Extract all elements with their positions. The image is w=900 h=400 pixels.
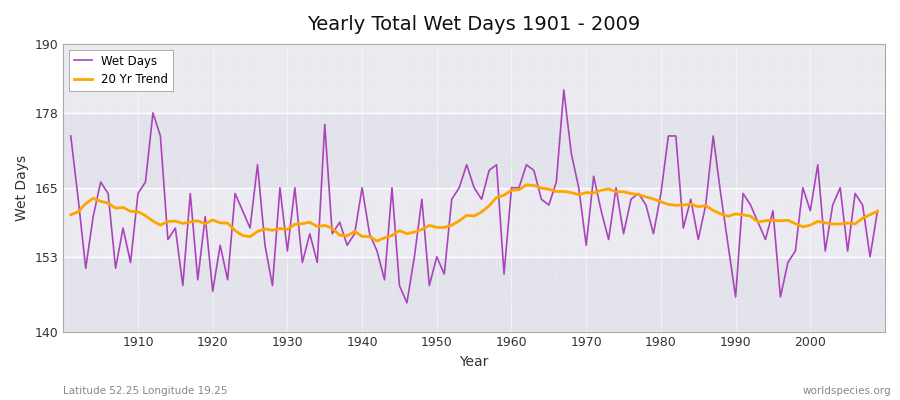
- 20 Yr Trend: [611, 189, 622, 194]
- Y-axis label: Wet Days: Wet Days: [15, 155, 29, 221]
- Line: Wet Days: Wet Days: [71, 90, 878, 303]
- Wet Days: [125, 260, 136, 265]
- Text: Latitude 52.25 Longitude 19.25: Latitude 52.25 Longitude 19.25: [63, 386, 228, 396]
- 20 Yr Trend: [506, 188, 517, 193]
- Legend: Wet Days, 20 Yr Trend: Wet Days, 20 Yr Trend: [69, 50, 173, 91]
- 20 Yr Trend: [521, 182, 532, 187]
- Wet Days: [872, 208, 883, 213]
- 20 Yr Trend: [514, 187, 525, 192]
- 20 Yr Trend: [334, 233, 345, 238]
- Line: 20 Yr Trend: 20 Yr Trend: [71, 185, 878, 241]
- 20 Yr Trend: [872, 209, 883, 214]
- Text: worldspecies.org: worldspecies.org: [803, 386, 891, 396]
- Bar: [63, 113, 885, 188]
- Wet Days: [66, 134, 77, 138]
- Wet Days: [401, 300, 412, 305]
- Wet Days: [514, 185, 525, 190]
- Wet Days: [558, 88, 569, 92]
- Wet Days: [611, 185, 622, 190]
- 20 Yr Trend: [125, 209, 136, 214]
- X-axis label: Year: Year: [460, 355, 489, 369]
- Wet Days: [334, 220, 345, 225]
- 20 Yr Trend: [372, 238, 382, 243]
- Bar: [63, 257, 885, 332]
- Title: Yearly Total Wet Days 1901 - 2009: Yearly Total Wet Days 1901 - 2009: [308, 15, 641, 34]
- Wet Days: [290, 185, 301, 190]
- Wet Days: [506, 185, 517, 190]
- 20 Yr Trend: [290, 222, 301, 227]
- 20 Yr Trend: [66, 212, 77, 217]
